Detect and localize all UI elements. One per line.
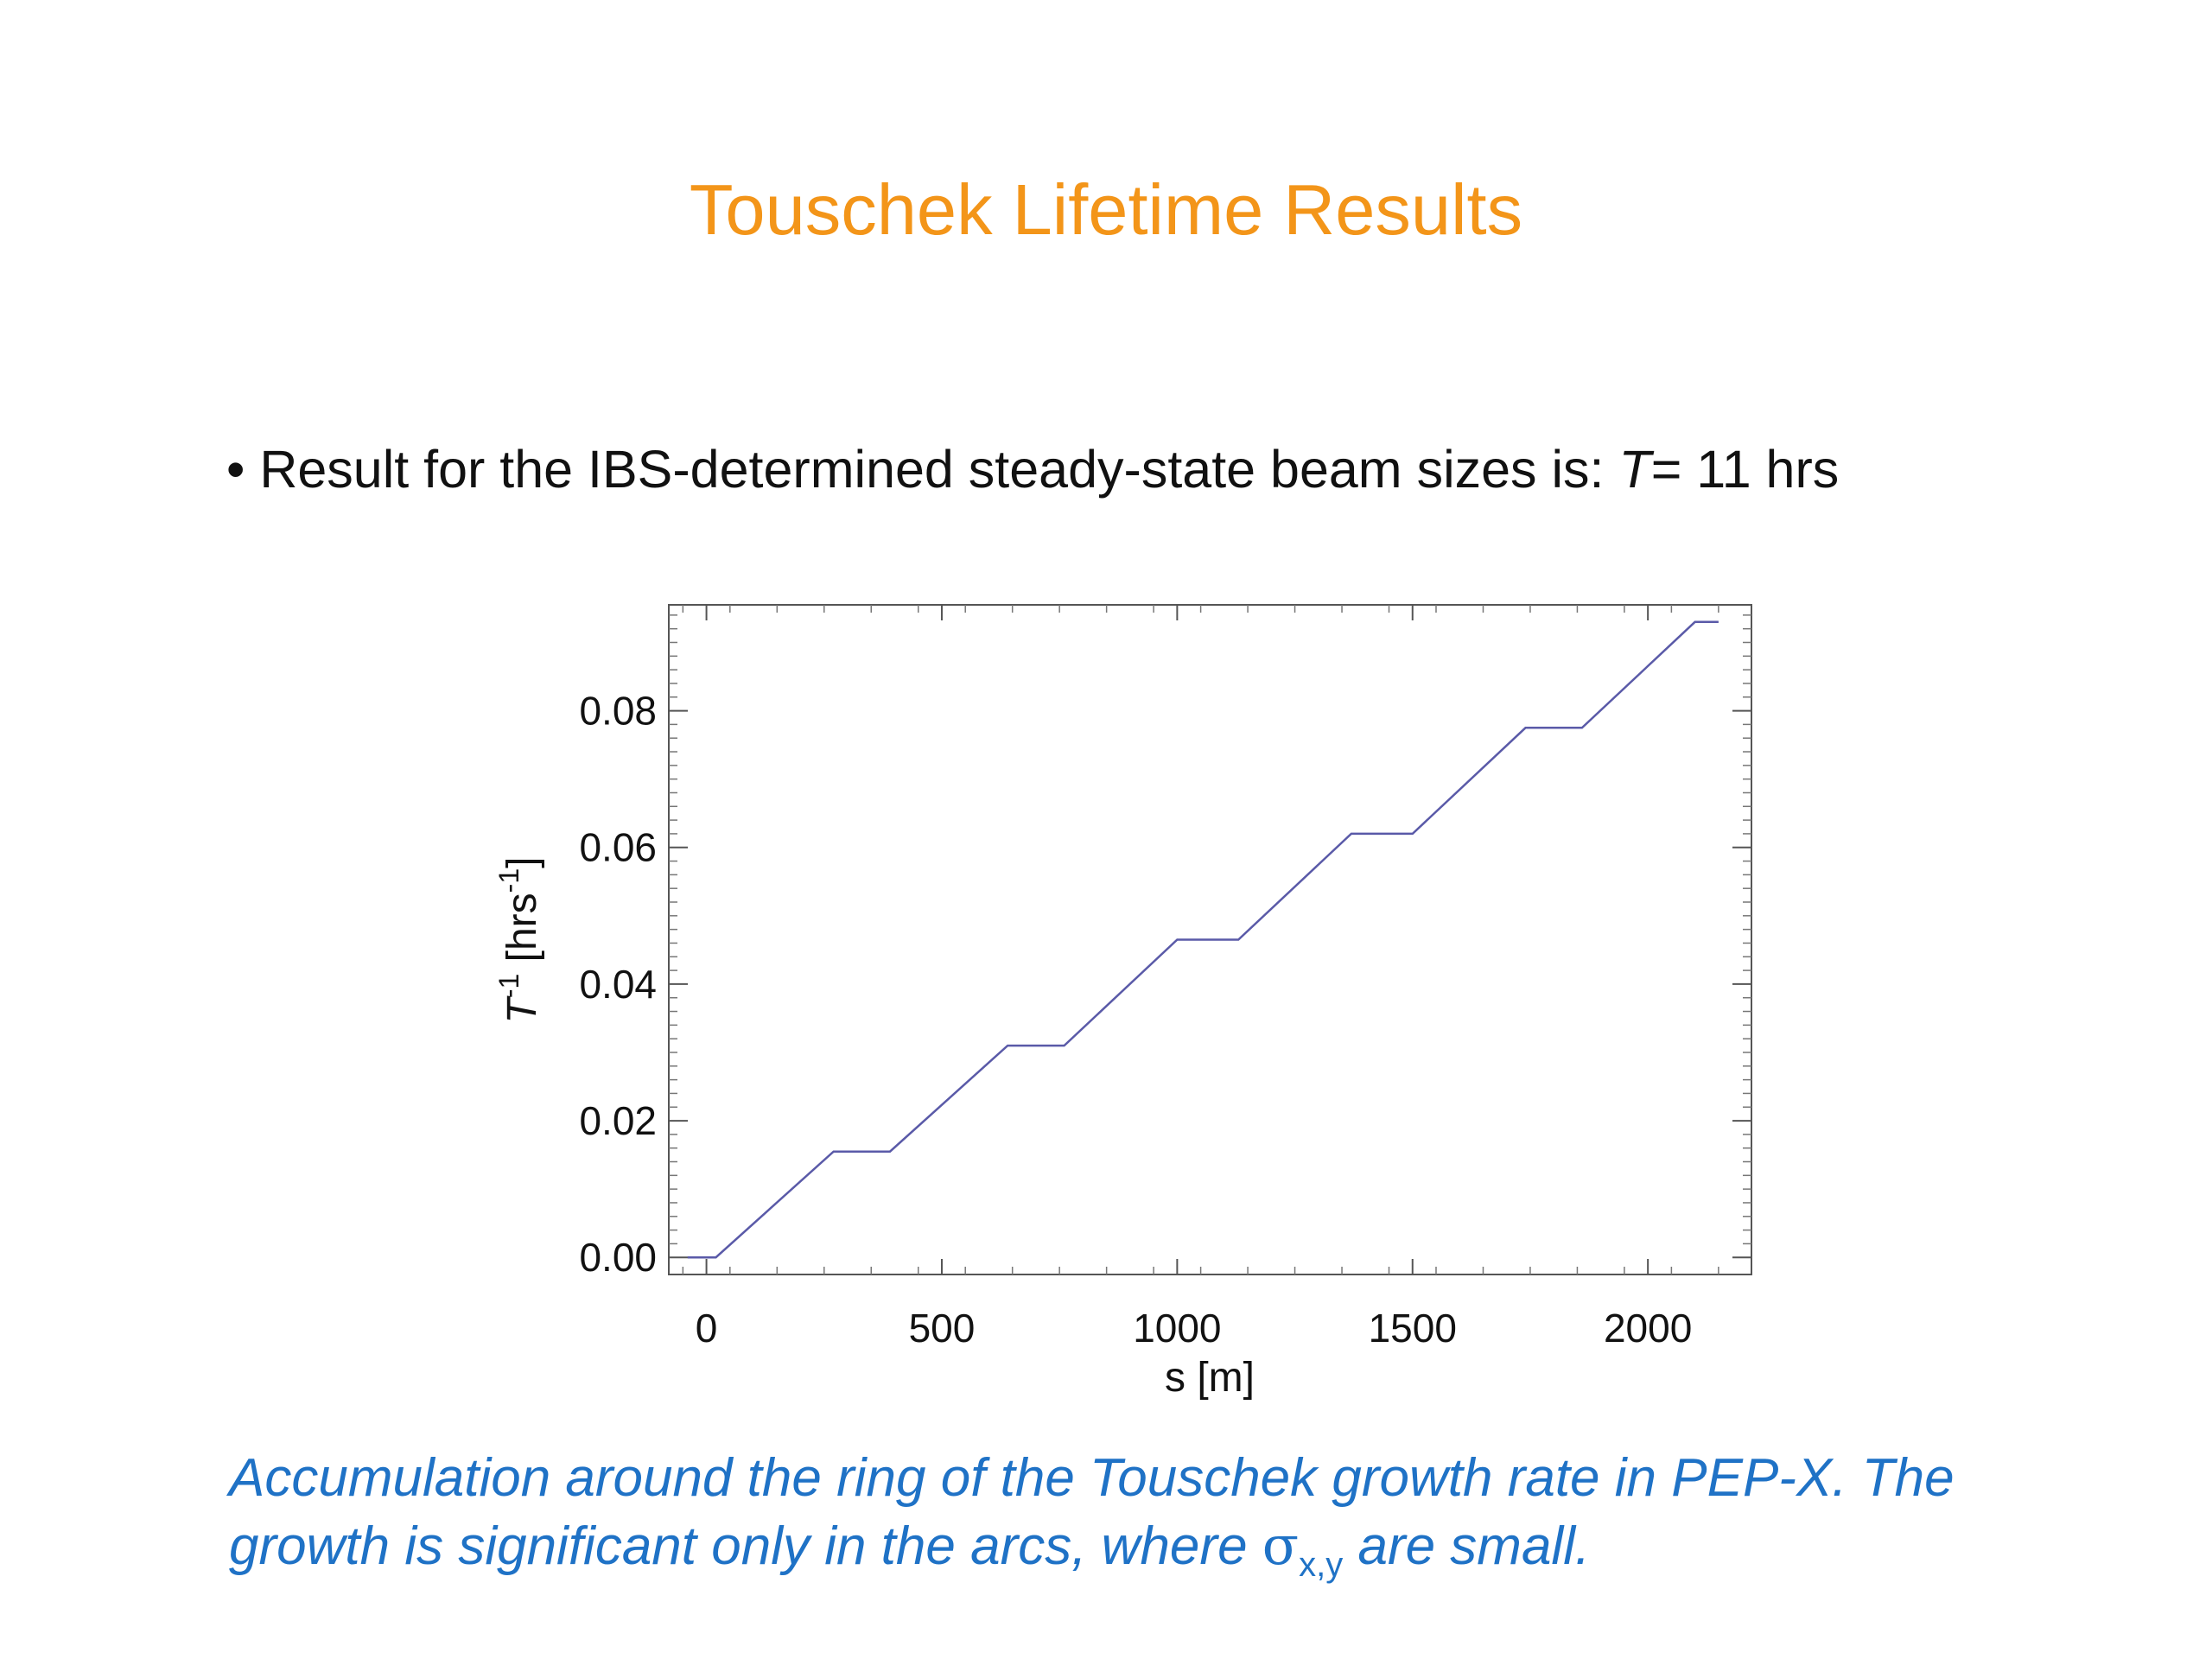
y-tick-labels: 0.00 0.02 0.04 0.06 0.08 bbox=[579, 689, 657, 1281]
caption-sigma-symbol: σ bbox=[1262, 1514, 1300, 1577]
caption-line-1: Accumulation around the ring of the Tous… bbox=[229, 1448, 1955, 1508]
y-tick-label: 0.02 bbox=[579, 1098, 657, 1143]
y-axis-label-close: ] bbox=[499, 857, 545, 868]
y-tick-label: 0.08 bbox=[579, 689, 657, 734]
bullet-text: Result for the IBS-determined steady-sta… bbox=[259, 440, 1605, 499]
x-tick-label: 1500 bbox=[1369, 1306, 1457, 1351]
y-axis-label-exp: -1 bbox=[493, 974, 524, 998]
y-axis-label-unit-exp: -1 bbox=[493, 868, 524, 893]
figure-caption: Accumulation around the ring of the Tous… bbox=[229, 1445, 2130, 1599]
y-tick-label: 0.00 bbox=[579, 1235, 657, 1280]
slide-title: Touschek Lifetime Results bbox=[689, 169, 1523, 250]
caption-sigma-subscript: x,y bbox=[1299, 1546, 1344, 1584]
y-axis-label: T-1 [hrs-1] bbox=[493, 857, 545, 1024]
axis-ticks bbox=[669, 605, 1751, 1274]
x-tick-label: 1000 bbox=[1133, 1306, 1221, 1351]
caption-line-2-end: are small. bbox=[1357, 1516, 1591, 1576]
y-tick-label: 0.06 bbox=[579, 825, 657, 870]
caption-line-2-start: growth is significant only in the arcs, … bbox=[229, 1516, 1248, 1576]
x-tick-labels: 0 500 1000 1500 2000 bbox=[696, 1306, 1693, 1351]
bullet-marker: • bbox=[226, 440, 245, 499]
bullet-lifetime-value: = 11 hrs bbox=[1650, 440, 1840, 499]
x-axis-label: s [m] bbox=[1165, 1355, 1255, 1401]
plot-frame bbox=[668, 604, 1752, 1275]
series-line bbox=[687, 620, 1719, 1259]
x-tick-label: 0 bbox=[696, 1306, 718, 1351]
x-tick-label: 500 bbox=[909, 1306, 976, 1351]
y-axis-label-unit: [hrs bbox=[499, 893, 545, 973]
y-tick-label: 0.04 bbox=[579, 962, 657, 1007]
x-tick-label: 2000 bbox=[1604, 1306, 1692, 1351]
bullet-lifetime-symbol: T bbox=[1618, 440, 1651, 499]
y-axis-label-var: T bbox=[499, 995, 545, 1023]
bullet-point: • Result for the IBS-determined steady-s… bbox=[226, 439, 1839, 499]
